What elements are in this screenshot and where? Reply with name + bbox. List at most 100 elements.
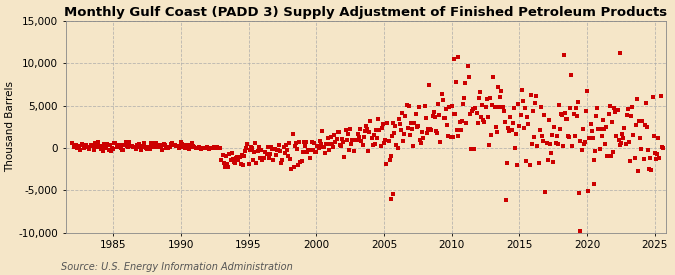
- Point: [608, 150, 618, 154]
- Point: [97, 145, 107, 149]
- Point: [574, 191, 585, 195]
- Point: [461, 121, 472, 125]
- Point: [434, 113, 445, 117]
- Point: [263, 156, 274, 161]
- Point: [597, 117, 608, 122]
- Point: [138, 141, 149, 145]
- Point: [506, 128, 517, 132]
- Point: [580, 108, 591, 113]
- Point: [652, 152, 663, 156]
- Point: [402, 126, 413, 130]
- Point: [173, 145, 184, 150]
- Point: [284, 141, 294, 145]
- Point: [469, 146, 480, 151]
- Point: [589, 181, 599, 186]
- Point: [377, 126, 387, 131]
- Point: [491, 129, 502, 134]
- Point: [643, 147, 653, 152]
- Point: [419, 103, 430, 108]
- Point: [303, 147, 314, 152]
- Point: [240, 148, 250, 153]
- Point: [446, 135, 456, 139]
- Point: [418, 136, 429, 140]
- Point: [318, 145, 329, 149]
- Point: [277, 158, 288, 162]
- Point: [641, 101, 651, 106]
- Point: [124, 140, 134, 144]
- Point: [67, 141, 78, 145]
- Point: [130, 147, 141, 152]
- Point: [192, 145, 203, 150]
- Point: [507, 121, 518, 125]
- Point: [191, 146, 202, 150]
- Point: [562, 117, 572, 122]
- Point: [95, 144, 105, 148]
- Point: [515, 113, 526, 117]
- Point: [194, 145, 205, 150]
- Point: [456, 128, 466, 133]
- Point: [431, 128, 441, 133]
- Point: [621, 113, 632, 117]
- Point: [649, 134, 659, 139]
- Point: [80, 143, 91, 147]
- Point: [558, 144, 569, 148]
- Point: [454, 120, 465, 125]
- Point: [597, 134, 608, 138]
- Point: [514, 124, 525, 128]
- Point: [508, 106, 519, 110]
- Point: [113, 144, 124, 149]
- Point: [547, 133, 558, 138]
- Point: [230, 161, 240, 165]
- Point: [381, 162, 392, 166]
- Point: [288, 165, 299, 170]
- Point: [132, 143, 142, 147]
- Point: [209, 145, 220, 150]
- Point: [117, 148, 128, 152]
- Point: [565, 106, 576, 111]
- Point: [487, 103, 497, 108]
- Point: [300, 144, 310, 148]
- Point: [184, 147, 194, 152]
- Point: [524, 163, 535, 167]
- Point: [140, 146, 151, 150]
- Point: [530, 101, 541, 106]
- Point: [308, 141, 319, 145]
- Point: [320, 151, 331, 156]
- Point: [531, 94, 542, 98]
- Point: [286, 167, 297, 171]
- Point: [466, 147, 477, 151]
- Point: [344, 147, 354, 152]
- Point: [367, 143, 378, 148]
- Point: [452, 128, 463, 132]
- Point: [421, 116, 431, 120]
- Point: [481, 97, 492, 101]
- Point: [329, 132, 340, 137]
- Point: [172, 144, 183, 149]
- Point: [312, 144, 323, 148]
- Point: [180, 146, 191, 150]
- Point: [283, 154, 294, 158]
- Point: [470, 106, 481, 111]
- Point: [358, 135, 369, 139]
- Point: [294, 139, 304, 144]
- Point: [147, 145, 158, 149]
- Point: [205, 145, 215, 150]
- Point: [657, 145, 668, 150]
- Point: [157, 143, 168, 147]
- Point: [346, 142, 356, 147]
- Point: [541, 140, 552, 145]
- Point: [439, 115, 450, 120]
- Point: [401, 103, 412, 107]
- Point: [498, 109, 509, 113]
- Point: [273, 143, 284, 147]
- Point: [388, 192, 399, 197]
- Point: [335, 142, 346, 147]
- Point: [142, 146, 153, 151]
- Point: [319, 145, 329, 149]
- Point: [556, 112, 566, 117]
- Point: [456, 119, 467, 123]
- Point: [305, 148, 316, 153]
- Point: [91, 144, 102, 148]
- Point: [260, 150, 271, 154]
- Point: [339, 155, 350, 159]
